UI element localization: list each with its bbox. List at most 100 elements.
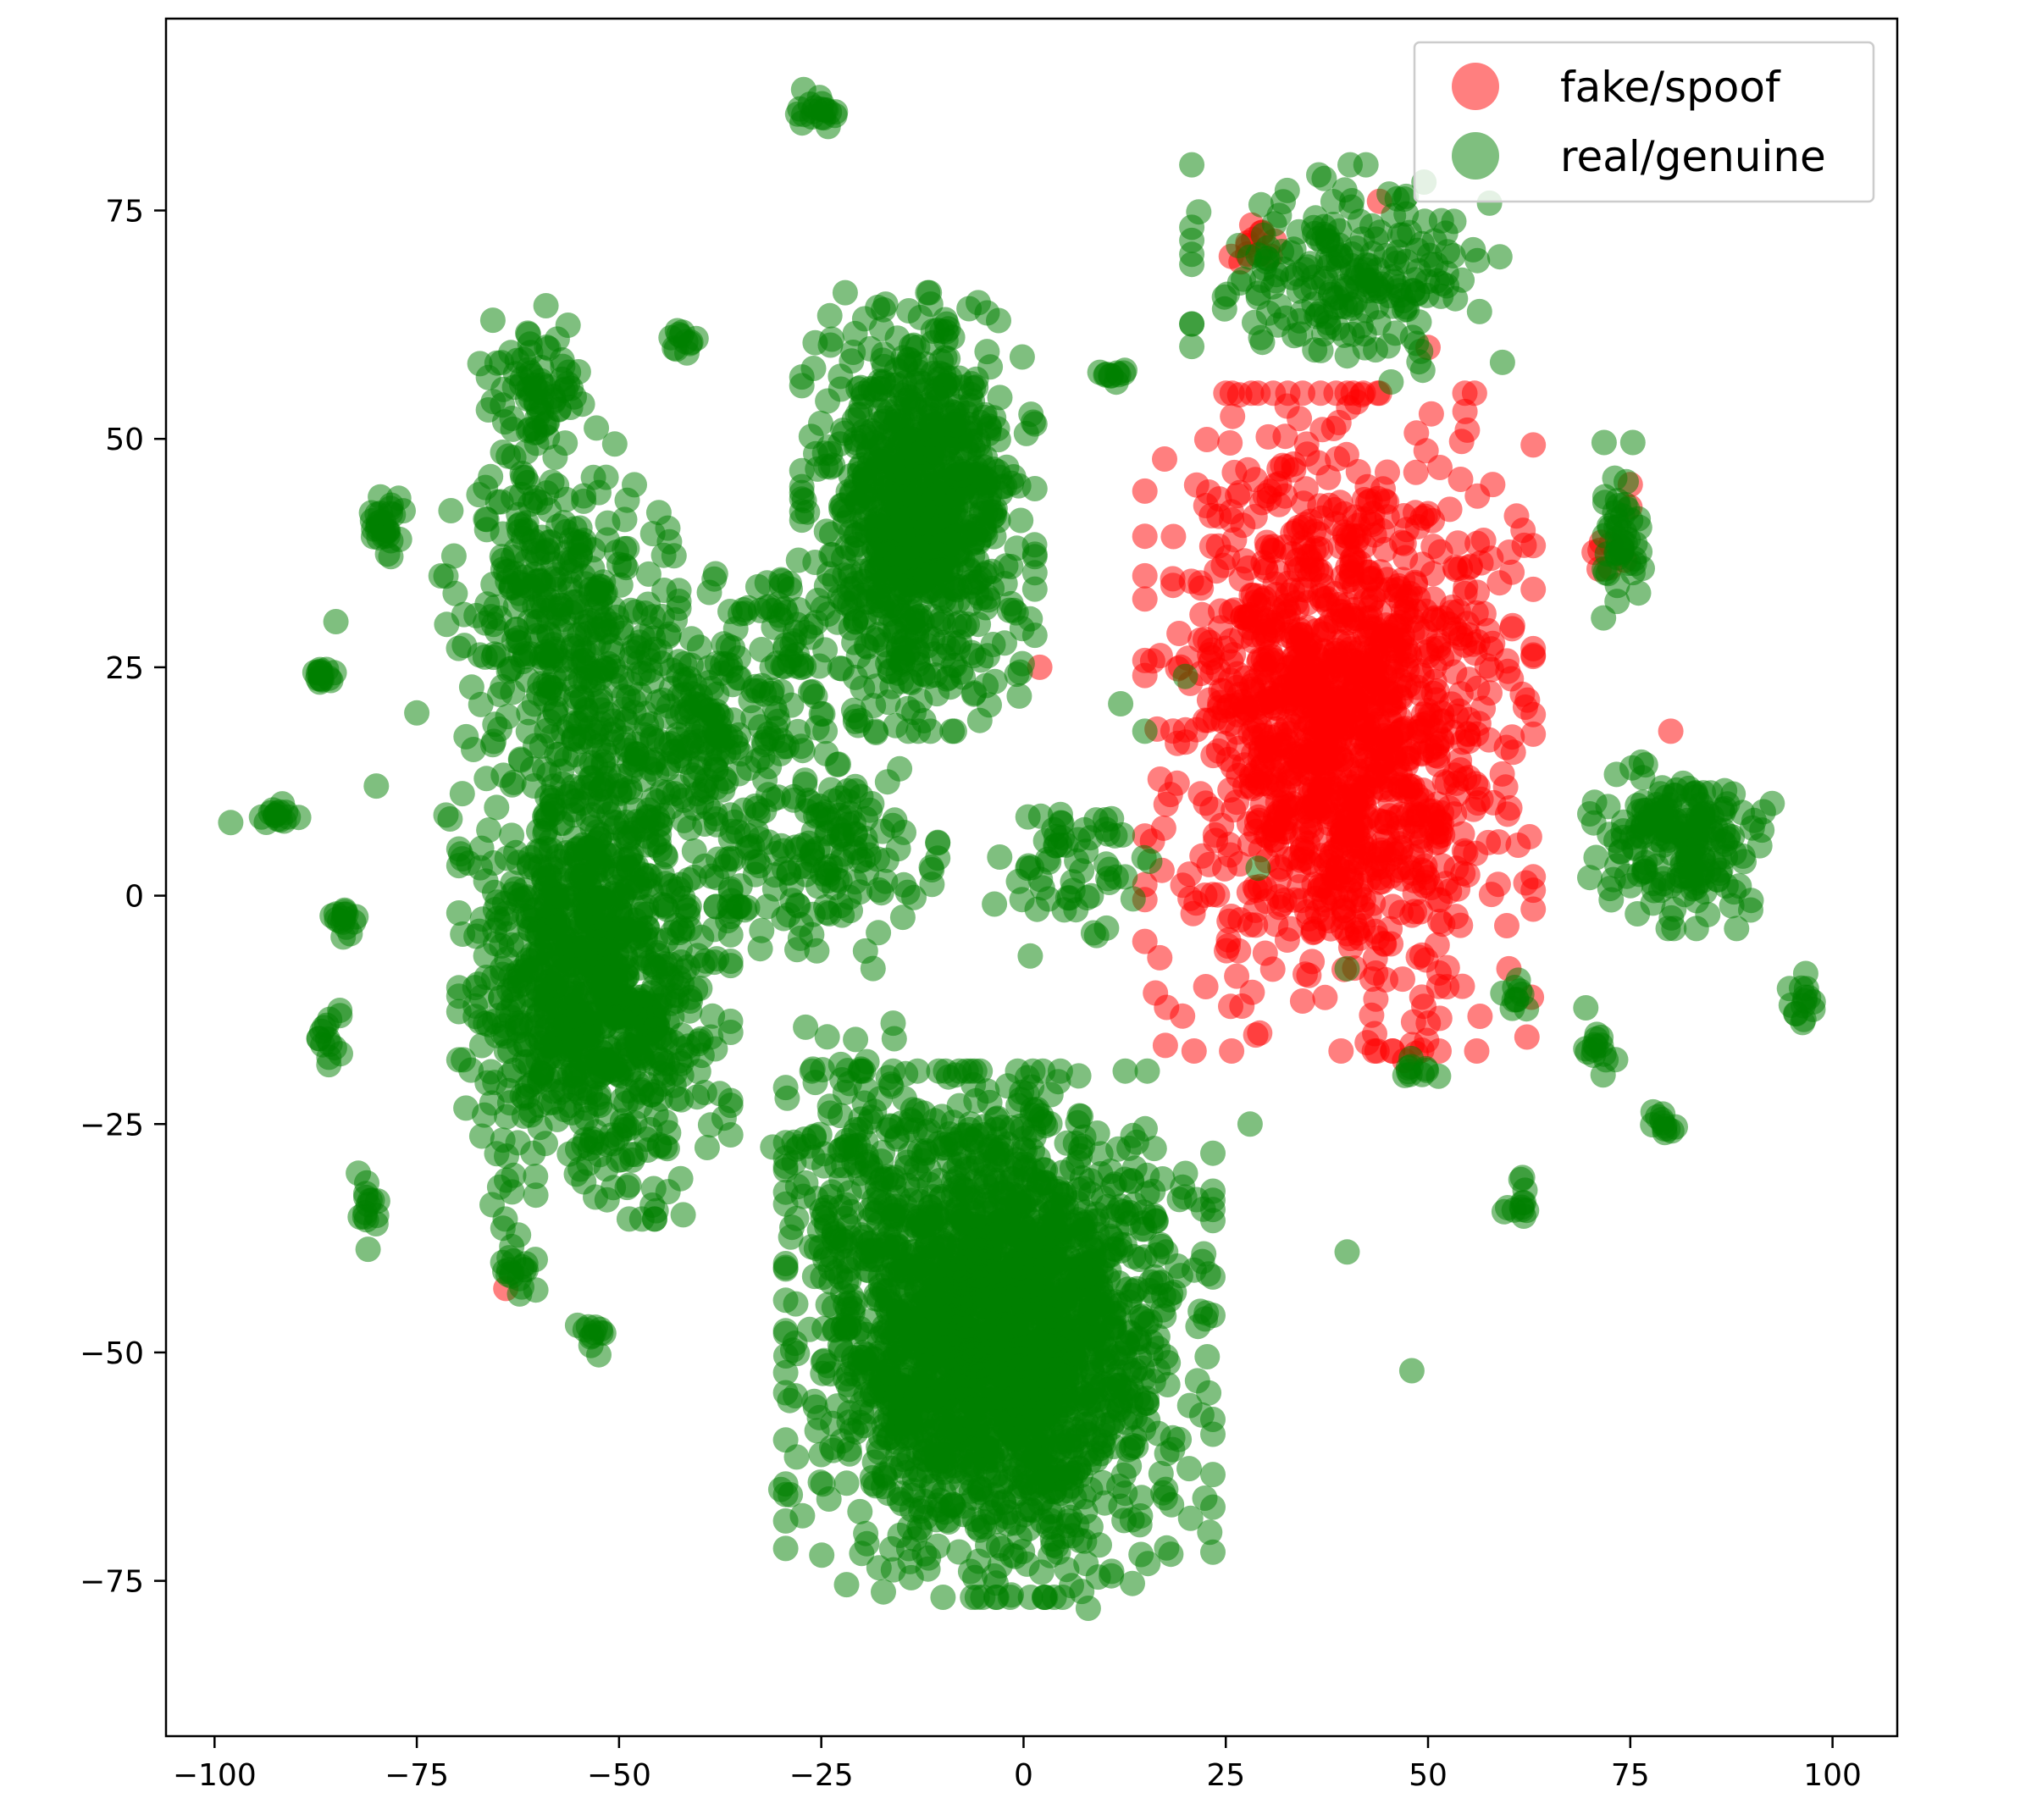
data-point	[1247, 1020, 1273, 1046]
data-point	[1288, 826, 1315, 852]
data-point	[1658, 718, 1684, 744]
data-point	[1309, 573, 1336, 599]
data-point	[1247, 713, 1273, 739]
data-point	[1271, 733, 1298, 760]
data-point	[1336, 631, 1362, 657]
data-point	[1190, 1196, 1216, 1222]
data-point	[1310, 905, 1337, 932]
data-point	[1306, 750, 1332, 777]
data-point	[1293, 431, 1320, 457]
data-point	[772, 1535, 799, 1562]
data-point	[1153, 791, 1179, 817]
data-point	[1436, 795, 1462, 821]
data-point	[1224, 963, 1250, 989]
data-point	[843, 584, 869, 611]
data-point	[1073, 1551, 1099, 1577]
data-point	[1181, 1038, 1207, 1064]
data-point	[1359, 512, 1386, 538]
data-point	[1018, 401, 1044, 428]
data-point	[1226, 479, 1253, 506]
data-point	[1049, 1278, 1076, 1303]
data-point	[949, 1176, 976, 1202]
data-point	[1520, 644, 1547, 670]
data-point	[1007, 659, 1033, 685]
data-point	[829, 1428, 855, 1454]
data-point	[1425, 823, 1452, 849]
data-point	[942, 456, 968, 483]
data-point	[1290, 380, 1315, 407]
data-point	[897, 1548, 923, 1574]
data-point	[1008, 507, 1034, 534]
data-point	[1520, 877, 1547, 904]
data-point	[1066, 1103, 1093, 1129]
data-point	[1520, 432, 1547, 458]
data-point	[1036, 1317, 1062, 1343]
data-point	[885, 1441, 911, 1467]
data-point	[1158, 1281, 1184, 1307]
data-point	[772, 1320, 799, 1347]
data-point	[1071, 1484, 1097, 1510]
data-point	[809, 1542, 835, 1568]
data-point	[1189, 843, 1215, 869]
data-point	[1426, 960, 1452, 986]
data-point	[484, 794, 510, 821]
data-point	[1101, 1317, 1127, 1343]
data-point	[1200, 1264, 1226, 1290]
data-point	[1129, 1355, 1155, 1381]
data-point	[894, 390, 921, 416]
data-point	[1520, 721, 1547, 747]
data-point	[966, 1263, 993, 1289]
data-point	[1021, 532, 1048, 558]
data-point	[772, 1343, 799, 1369]
data-point	[1323, 380, 1349, 407]
data-point	[1200, 1140, 1226, 1166]
data-point	[810, 1360, 836, 1386]
data-point	[791, 488, 817, 514]
data-point	[930, 1585, 956, 1610]
data-point	[789, 373, 815, 399]
data-point	[946, 1539, 972, 1565]
data-point	[1059, 1314, 1085, 1341]
data-point	[1246, 592, 1272, 618]
data-point	[1099, 1225, 1125, 1252]
data-point	[886, 504, 912, 530]
data-point	[914, 1402, 939, 1428]
data-point	[1429, 700, 1455, 726]
data-point	[1255, 423, 1281, 450]
series-real-genuine	[218, 76, 1826, 1621]
data-point	[1350, 913, 1376, 939]
data-point	[1326, 410, 1352, 435]
data-point	[1079, 1441, 1105, 1467]
data-point	[1359, 696, 1386, 722]
data-point	[966, 707, 993, 733]
data-point	[1342, 607, 1368, 633]
data-point	[1327, 490, 1353, 516]
data-point	[772, 1287, 799, 1314]
data-point	[1403, 459, 1429, 485]
data-point	[1066, 1063, 1092, 1089]
data-point	[789, 457, 815, 484]
data-point	[783, 1444, 810, 1470]
data-point	[833, 1470, 860, 1496]
data-point	[1349, 780, 1375, 806]
data-point	[1165, 1253, 1191, 1279]
data-point	[1284, 595, 1310, 622]
data-point	[926, 1131, 952, 1156]
data-point	[872, 1384, 899, 1410]
data-point	[1217, 777, 1243, 803]
data-point	[1214, 938, 1239, 964]
data-point	[1433, 871, 1459, 897]
data-point	[1460, 796, 1486, 822]
data-point	[939, 1491, 966, 1517]
data-point	[1313, 852, 1339, 878]
data-point	[1193, 1300, 1220, 1326]
data-point	[1208, 598, 1233, 624]
data-point	[1499, 616, 1525, 642]
data-point	[1196, 687, 1222, 713]
data-point	[949, 374, 975, 401]
data-point	[1217, 430, 1243, 456]
data-point	[1463, 771, 1489, 797]
data-point	[906, 539, 933, 565]
data-point	[1449, 821, 1475, 847]
data-point	[1119, 1168, 1145, 1193]
